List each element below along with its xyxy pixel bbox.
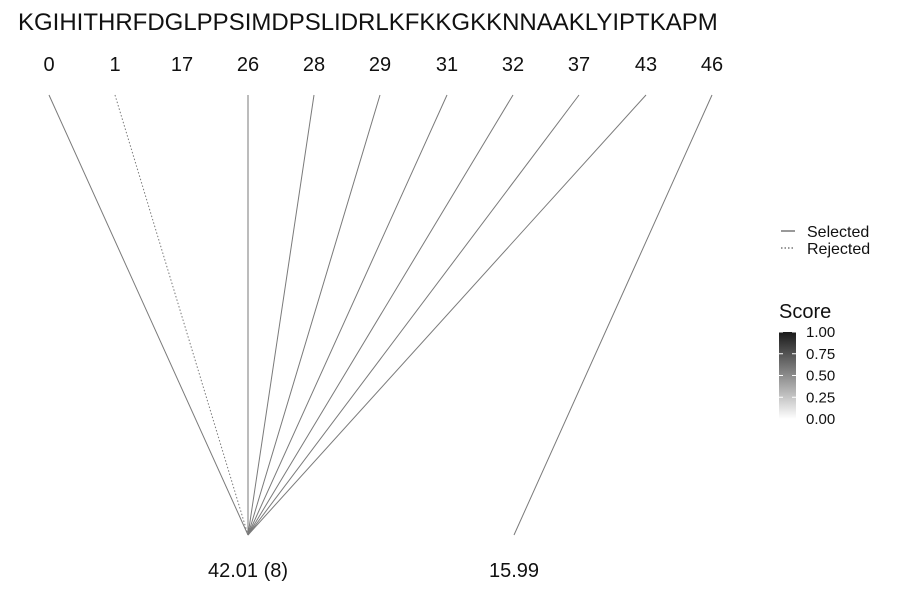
score-tick-label: 1.00 <box>806 324 835 341</box>
score-scale-ticks: 1.00 0.75 0.50 0.25 0.00 <box>779 324 835 428</box>
score-legend-title: Score <box>779 301 831 323</box>
selected-line-43 <box>247 94 647 536</box>
line-type-legend: Selected Rejected <box>781 224 870 258</box>
position-label-0: 0 <box>43 54 54 76</box>
position-label-26: 26 <box>237 54 259 76</box>
score-legend: Score 1.00 0.75 0.50 0.25 0.00 <box>779 301 835 428</box>
score-tick-label: 0.25 <box>806 389 835 406</box>
position-label-37: 37 <box>568 54 590 76</box>
rejected-line-1 <box>114 94 249 536</box>
selected-line-32 <box>247 94 514 536</box>
selected-line-28 <box>247 94 315 536</box>
selected-line-46 <box>513 94 713 536</box>
selected-line-0 <box>48 94 249 536</box>
position-label-29: 29 <box>369 54 391 76</box>
position-label-17: 17 <box>171 54 193 76</box>
position-label-43: 43 <box>635 54 657 76</box>
connection-lines <box>48 94 713 536</box>
score-tick-label: 0.50 <box>806 368 835 385</box>
position-label-1: 1 <box>109 54 120 76</box>
group-labels: 42.01 (8) 15.99 <box>208 560 539 582</box>
selected-line-31 <box>247 94 448 536</box>
position-labels: 0 1 17 26 28 29 31 32 37 43 46 <box>43 54 723 76</box>
group-label-1: 15.99 <box>489 560 539 582</box>
sequence-text: KGIHITHRFDGLPPSIMDPSLIDRLKFKKGKKNNAAKLYI… <box>18 9 718 36</box>
position-label-28: 28 <box>303 54 325 76</box>
position-label-46: 46 <box>701 54 723 76</box>
selected-line-29 <box>247 94 381 536</box>
selected-line-37 <box>247 94 580 536</box>
score-tick-label: 0.00 <box>806 411 835 428</box>
group-label-0: 42.01 (8) <box>208 560 288 582</box>
legend-selected-label: Selected <box>807 224 869 241</box>
score-tick-label: 0.75 <box>806 346 835 363</box>
position-label-31: 31 <box>436 54 458 76</box>
score-colorbar <box>779 332 796 419</box>
position-label-32: 32 <box>502 54 524 76</box>
legend-rejected-label: Rejected <box>807 241 870 258</box>
